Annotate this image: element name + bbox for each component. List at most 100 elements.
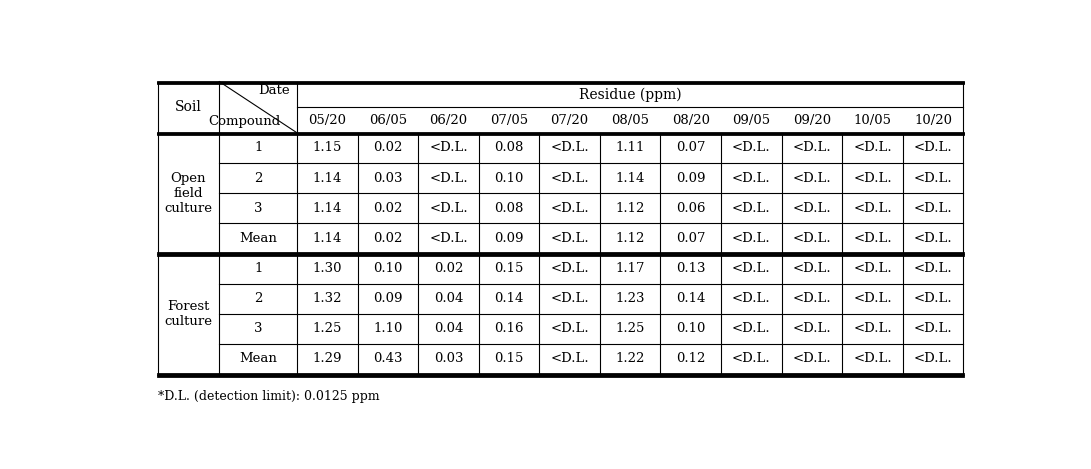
Text: 1.25: 1.25 — [313, 322, 341, 335]
Text: <D.L.: <D.L. — [732, 202, 770, 215]
Text: 0.10: 0.10 — [676, 322, 706, 335]
Text: <D.L.: <D.L. — [853, 172, 891, 185]
Text: 10/20: 10/20 — [914, 113, 952, 127]
Text: 1.12: 1.12 — [615, 232, 645, 245]
Text: 0.02: 0.02 — [373, 232, 403, 245]
Text: 0.08: 0.08 — [494, 202, 524, 215]
Text: 1: 1 — [254, 262, 262, 275]
Text: 0.09: 0.09 — [494, 232, 524, 245]
Text: Mean: Mean — [239, 232, 277, 245]
Text: 0.03: 0.03 — [373, 172, 403, 185]
Text: <D.L.: <D.L. — [853, 232, 891, 245]
Text: 0.14: 0.14 — [494, 292, 524, 305]
Text: 1.15: 1.15 — [313, 141, 341, 154]
Text: <D.L.: <D.L. — [732, 322, 770, 335]
Text: <D.L.: <D.L. — [913, 172, 952, 185]
Text: 09/20: 09/20 — [793, 113, 831, 127]
Text: <D.L.: <D.L. — [853, 262, 891, 275]
Text: 10/05: 10/05 — [853, 113, 891, 127]
Text: 0.14: 0.14 — [676, 292, 706, 305]
Text: 0.03: 0.03 — [434, 353, 464, 365]
Text: 1.14: 1.14 — [313, 172, 341, 185]
Text: <D.L.: <D.L. — [853, 202, 891, 215]
Text: <D.L.: <D.L. — [732, 232, 770, 245]
Text: <D.L.: <D.L. — [550, 202, 589, 215]
Text: <D.L.: <D.L. — [792, 232, 831, 245]
Text: 07/05: 07/05 — [490, 113, 528, 127]
Text: <D.L.: <D.L. — [792, 172, 831, 185]
Text: 07/20: 07/20 — [551, 113, 589, 127]
Text: 0.02: 0.02 — [434, 262, 464, 275]
Text: <D.L.: <D.L. — [550, 141, 589, 154]
Text: <D.L.: <D.L. — [792, 353, 831, 365]
Text: *D.L. (detection limit): 0.0125 ppm: *D.L. (detection limit): 0.0125 ppm — [157, 390, 380, 403]
Text: <D.L.: <D.L. — [853, 353, 891, 365]
Text: <D.L.: <D.L. — [853, 141, 891, 154]
Text: 0.10: 0.10 — [373, 262, 403, 275]
Text: 0.43: 0.43 — [373, 353, 403, 365]
Text: Mean: Mean — [239, 353, 277, 365]
Text: 0.07: 0.07 — [676, 232, 706, 245]
Text: 1: 1 — [254, 141, 262, 154]
Text: <D.L.: <D.L. — [429, 202, 468, 215]
Text: Residue (ppm): Residue (ppm) — [579, 87, 682, 102]
Text: 0.09: 0.09 — [676, 172, 706, 185]
Text: 1.23: 1.23 — [615, 292, 645, 305]
Text: 3: 3 — [254, 322, 262, 335]
Text: 1.14: 1.14 — [313, 202, 341, 215]
Text: <D.L.: <D.L. — [550, 353, 589, 365]
Text: 0.15: 0.15 — [494, 353, 524, 365]
Text: <D.L.: <D.L. — [732, 262, 770, 275]
Text: 2: 2 — [254, 172, 262, 185]
Text: Compound: Compound — [208, 115, 280, 128]
Text: 1.30: 1.30 — [312, 262, 343, 275]
Text: <D.L.: <D.L. — [550, 292, 589, 305]
Text: <D.L.: <D.L. — [429, 232, 468, 245]
Text: <D.L.: <D.L. — [732, 172, 770, 185]
Text: 1.17: 1.17 — [615, 262, 645, 275]
Text: 05/20: 05/20 — [309, 113, 346, 127]
Text: 0.04: 0.04 — [434, 322, 464, 335]
Text: Forest
culture: Forest culture — [165, 300, 213, 328]
Text: 0.08: 0.08 — [494, 141, 524, 154]
Text: 0.09: 0.09 — [373, 292, 403, 305]
Text: <D.L.: <D.L. — [913, 353, 952, 365]
Text: 0.06: 0.06 — [676, 202, 706, 215]
Text: 0.15: 0.15 — [494, 262, 524, 275]
Text: 0.02: 0.02 — [373, 202, 403, 215]
Text: 08/05: 08/05 — [611, 113, 649, 127]
Text: <D.L.: <D.L. — [429, 141, 468, 154]
Text: 1.22: 1.22 — [615, 353, 645, 365]
Text: <D.L.: <D.L. — [550, 172, 589, 185]
Text: <D.L.: <D.L. — [913, 262, 952, 275]
Text: 1.25: 1.25 — [615, 322, 645, 335]
Text: 0.16: 0.16 — [494, 322, 524, 335]
Text: <D.L.: <D.L. — [913, 232, 952, 245]
Text: 0.10: 0.10 — [494, 172, 524, 185]
Text: 06/20: 06/20 — [430, 113, 468, 127]
Text: <D.L.: <D.L. — [550, 232, 589, 245]
Text: <D.L.: <D.L. — [429, 172, 468, 185]
Text: <D.L.: <D.L. — [732, 292, 770, 305]
Text: 1.29: 1.29 — [312, 353, 343, 365]
Text: <D.L.: <D.L. — [913, 322, 952, 335]
Text: <D.L.: <D.L. — [732, 141, 770, 154]
Text: <D.L.: <D.L. — [792, 322, 831, 335]
Text: <D.L.: <D.L. — [913, 202, 952, 215]
Text: <D.L.: <D.L. — [550, 262, 589, 275]
Text: <D.L.: <D.L. — [550, 322, 589, 335]
Text: 1.14: 1.14 — [615, 172, 645, 185]
Text: 1.11: 1.11 — [615, 141, 645, 154]
Text: 0.02: 0.02 — [373, 141, 403, 154]
Text: <D.L.: <D.L. — [853, 292, 891, 305]
Text: 0.12: 0.12 — [676, 353, 706, 365]
Text: <D.L.: <D.L. — [792, 202, 831, 215]
Text: Date: Date — [257, 84, 289, 97]
Text: 0.13: 0.13 — [676, 262, 706, 275]
Text: <D.L.: <D.L. — [792, 141, 831, 154]
Text: <D.L.: <D.L. — [913, 292, 952, 305]
Text: 2: 2 — [254, 292, 262, 305]
Text: 1.12: 1.12 — [615, 202, 645, 215]
Text: 0.07: 0.07 — [676, 141, 706, 154]
Text: <D.L.: <D.L. — [853, 322, 891, 335]
